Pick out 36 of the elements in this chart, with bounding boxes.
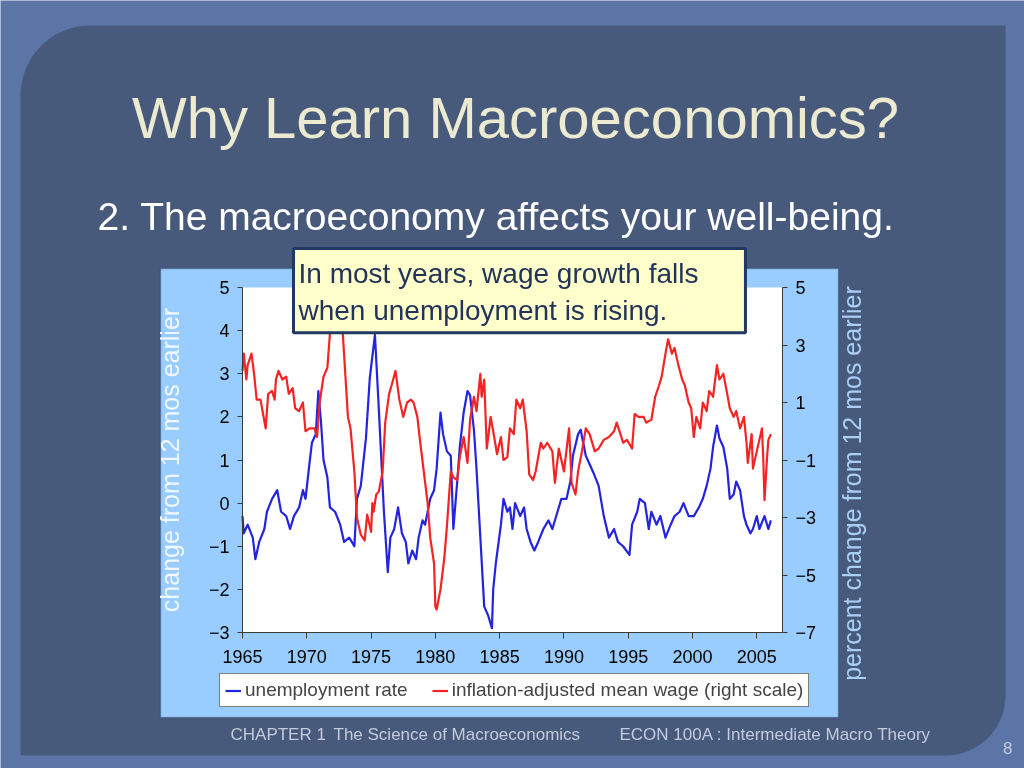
annotation: In most years, wage growth falls when unemployment is rising. xyxy=(297,257,699,326)
chart-subtitle: 2. The macroeconomy affects your well-being. xyxy=(97,195,894,238)
legend-label: unemployment rate xyxy=(245,679,408,701)
y-tick-label: −2 xyxy=(208,579,230,600)
x-tick-label: 1985 xyxy=(479,646,520,667)
y-tick-label: 3 xyxy=(219,364,230,385)
x-tick-label: 1995 xyxy=(608,646,649,667)
text: The Science of Macroeconomics xyxy=(333,725,581,744)
legend-label: inflation-adjusted mean wage (right scale) xyxy=(451,679,804,701)
text: ECON 100A : Intermediate Macro Theory xyxy=(619,725,931,744)
y2-tick-label: −1 xyxy=(795,450,817,471)
x-tick-label: 1970 xyxy=(286,646,327,667)
x-tick-label: 1975 xyxy=(351,646,392,667)
x-tick-label: 2000 xyxy=(672,646,713,667)
x-tick-label: 1990 xyxy=(543,646,584,667)
chart-title: Why Learn Macroeconomics? xyxy=(131,85,900,150)
x-tick-label: 2005 xyxy=(736,646,777,667)
y2-tick-label: −3 xyxy=(795,508,817,528)
y2-tick-label: 5 xyxy=(795,278,806,298)
text: 8 xyxy=(1003,738,1013,758)
y2-tick-label: −5 xyxy=(795,565,817,586)
text: CHAPTER 1 xyxy=(230,725,326,744)
y2-tick-label: −7 xyxy=(795,623,817,643)
y-axis-title: change from 12 mos earlier xyxy=(155,307,184,613)
y2-tick-label: 1 xyxy=(795,393,806,413)
y-tick-label: 1 xyxy=(219,450,230,471)
x-tick-label: 1965 xyxy=(222,646,263,667)
y2-axis-title: percent change from 12 mos earlier xyxy=(837,286,866,681)
y-tick-label: 5 xyxy=(219,278,230,298)
y-tick-label: 4 xyxy=(219,321,230,342)
y-tick-label: −1 xyxy=(208,536,230,557)
y2-tick-label: 3 xyxy=(795,335,806,356)
y-tick-label: 0 xyxy=(219,493,230,514)
y-tick-label: −3 xyxy=(208,623,230,643)
x-tick-label: 1980 xyxy=(415,646,456,667)
y-tick-label: 2 xyxy=(219,407,230,428)
